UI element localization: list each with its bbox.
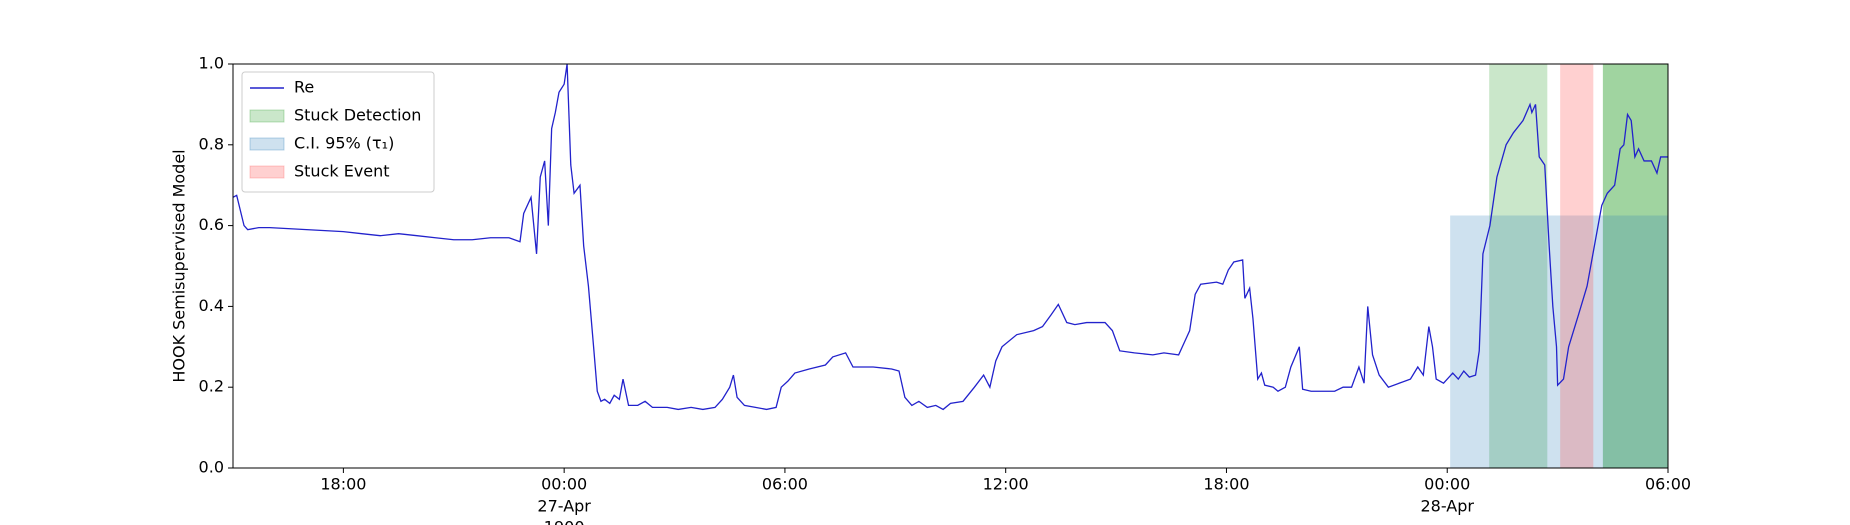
region <box>1450 215 1668 468</box>
legend-label: C.I. 95% (τ₁) <box>294 134 394 153</box>
region <box>1560 64 1594 468</box>
legend-label: Stuck Event <box>294 162 390 181</box>
data-line <box>232 63 1668 411</box>
region <box>1602 64 1668 468</box>
y-tick-label: 1.0 <box>199 54 224 73</box>
x-tick-year: 1900 <box>544 518 585 525</box>
legend-patch <box>249 137 285 151</box>
x-tick-label: 06:00 <box>762 475 808 494</box>
legend-label: Stuck Detection <box>294 106 421 125</box>
legend-label: Re <box>294 78 314 97</box>
x-tick-label: 18:00 <box>320 475 366 494</box>
x-tick-label: 00:00 <box>541 475 587 494</box>
x-tick-label: 18:00 <box>1203 475 1249 494</box>
x-tick-label: 00:00 <box>1424 475 1470 494</box>
x-tick-date: 28-Apr <box>1420 497 1474 516</box>
y-tick-label: 0.4 <box>199 296 224 315</box>
legend-box <box>241 71 435 193</box>
x-tick-label: 06:00 <box>1645 475 1691 494</box>
y-axis-label: HOOK Semisupervised Model <box>170 149 189 382</box>
y-tick-label: 0.8 <box>199 134 224 153</box>
plot-frame <box>232 63 1669 469</box>
y-tick-label: 0.2 <box>199 377 224 396</box>
legend-patch <box>249 109 285 123</box>
x-tick-label: 12:00 <box>983 475 1029 494</box>
legend-patch <box>249 165 285 179</box>
y-tick-label: 0.0 <box>199 458 224 477</box>
y-tick-label: 0.6 <box>199 215 224 234</box>
x-tick-date: 27-Apr <box>537 497 591 516</box>
